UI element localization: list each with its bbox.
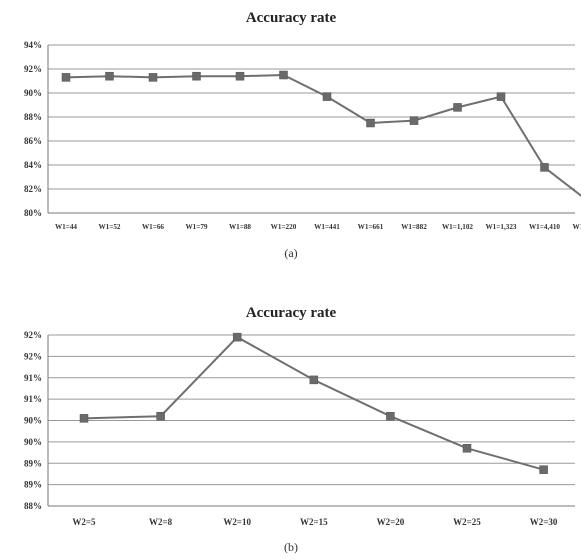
x-tick-label: W2=20 [377,517,405,527]
y-tick-label: 91% [24,373,42,383]
data-point-marker [149,73,157,81]
x-tick-label: W2=25 [453,517,481,527]
data-point-marker [157,412,165,420]
y-tick-label: 89% [24,458,42,468]
y-tick-label: 92% [24,330,42,340]
data-point-marker [106,72,114,80]
chart-a: Accuracy rate 80% 82% 84% 86% 88% 90% 92% 94% W… [24,10,581,260]
x-tick-label: W1=441 [314,223,340,231]
data-point-marker [310,376,318,384]
x-tick-label: W2=8 [149,517,173,527]
y-tick-label: 84% [24,160,42,170]
x-tick-label: W1=220 [271,223,297,231]
chart-b: Accuracy rate 88% 89% 89% 90% 90% 91% 91% 92% 92… [24,305,575,554]
chart-b-title: Accuracy rate [246,305,337,321]
y-tick-label: 92% [24,64,42,74]
data-point-marker [323,93,331,101]
y-tick-label: 82% [24,184,42,194]
y-tick-label: 90% [24,437,42,447]
data-point-marker [386,412,394,420]
data-point-marker [463,444,471,452]
data-point-marker [497,93,505,101]
x-tick-label: W1=4,410 [529,223,560,231]
y-tick-label: 91% [24,394,42,404]
x-tick-label: W1=1,323 [485,223,516,231]
data-point-marker [80,414,88,422]
y-tick-label: 92% [24,351,42,361]
x-tick-label: W1=882 [401,223,427,231]
x-tick-label: W2=5 [72,517,96,527]
data-point-marker [367,119,375,127]
data-point-marker [193,72,201,80]
x-tick-label: W1=52 [98,223,120,231]
y-tick-label: 89% [24,480,42,490]
y-tick-label: 94% [24,40,42,50]
chart-a-title: Accuracy rate [246,10,337,26]
x-tick-label: W2=10 [223,517,251,527]
y-tick-label: 90% [24,416,42,426]
y-tick-label: 90% [24,88,42,98]
y-tick-label: 86% [24,136,42,146]
y-tick-label: 88% [24,112,42,122]
chart-b-caption: (b) [284,540,298,554]
chart-a-caption: (a) [284,246,297,260]
data-point-marker [236,72,244,80]
x-tick-label: W1=79 [185,223,207,231]
x-tick-label: W2=30 [530,517,558,527]
x-tick-label: W1=88 [229,223,251,231]
data-point-marker [541,163,549,171]
x-tick-label: W1=44 [55,223,77,231]
y-tick-label: 88% [24,501,42,511]
x-tick-label: W2=15 [300,517,328,527]
data-point-marker [454,103,462,111]
chart-b-series-line [84,337,544,470]
data-point-marker [280,71,288,79]
data-point-marker [233,333,241,341]
x-tick-label: W1=66 [142,223,164,231]
data-point-marker [410,117,418,125]
y-tick-label: 80% [24,208,42,218]
x-tick-label: W1=8,820 [572,223,581,231]
x-tick-label: W1=1,102 [442,223,473,231]
x-tick-label: W1=661 [358,223,384,231]
data-point-marker [540,466,548,474]
data-point-marker [62,73,70,81]
